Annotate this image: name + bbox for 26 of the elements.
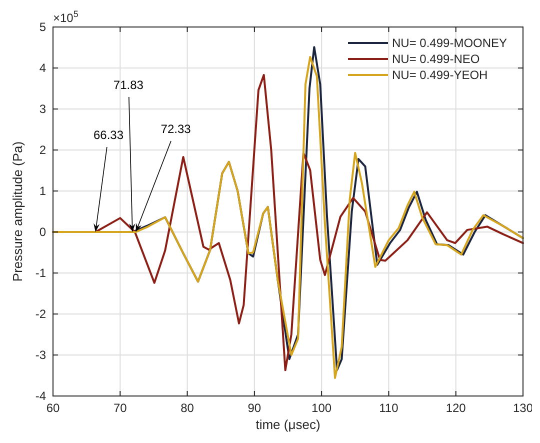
x-axis-title: time (μsec) — [256, 417, 320, 432]
y-tick-label: 4 — [39, 61, 46, 75]
x-tick-label: 70 — [113, 401, 128, 415]
annotation: 66.33 — [93, 128, 124, 142]
y-tick-label: 5 — [39, 20, 46, 34]
y-tick-label: 3 — [39, 102, 46, 116]
y-tick-label: -3 — [35, 348, 46, 362]
y-tick-label: 1 — [39, 184, 46, 198]
y-tick-label: -1 — [35, 266, 46, 280]
x-tick-label: 80 — [180, 401, 194, 415]
legend-label: NU= 0.499-MOONEY — [392, 36, 508, 50]
y-axis-title: Pressure amplitude (Pa) — [10, 141, 25, 282]
x-tick-label: 100 — [312, 401, 332, 415]
text: ×10$^{5}$ — [53, 9, 78, 25]
annotation: 72.33 — [160, 122, 192, 136]
legend-label: NU= 0.499-NEO — [392, 52, 480, 66]
y-tick-label: 2 — [39, 143, 46, 157]
y-tick-label: 0 — [39, 225, 46, 239]
annotation: 71.83 — [113, 78, 144, 92]
x-tick-label: 110 — [379, 401, 399, 415]
x-tick-label: 60 — [46, 401, 60, 415]
y-tick-label: -4 — [35, 389, 46, 403]
x-tick-label: 120 — [446, 401, 466, 415]
legend-label: NU= 0.499-YEOH — [392, 68, 488, 82]
y-tick-label: -2 — [35, 307, 46, 321]
x-tick-label: 90 — [248, 401, 262, 415]
